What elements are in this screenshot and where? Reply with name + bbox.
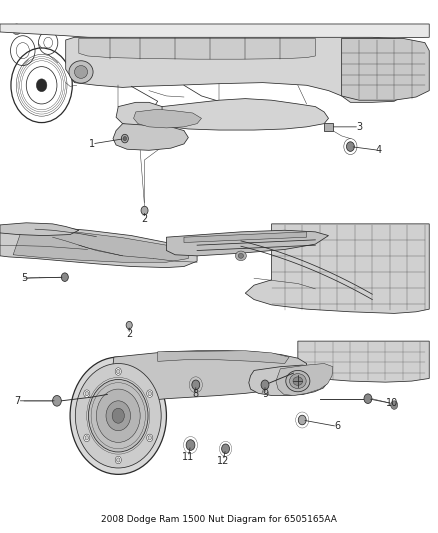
Circle shape xyxy=(147,434,153,441)
Text: 10: 10 xyxy=(386,399,398,408)
Circle shape xyxy=(147,390,153,398)
Polygon shape xyxy=(116,102,166,127)
Circle shape xyxy=(85,391,88,395)
Circle shape xyxy=(346,142,354,151)
Circle shape xyxy=(84,390,90,398)
Text: 3: 3 xyxy=(356,122,362,132)
Text: 1: 1 xyxy=(89,139,95,149)
Circle shape xyxy=(75,364,161,468)
Circle shape xyxy=(391,401,398,409)
Polygon shape xyxy=(342,38,429,100)
Circle shape xyxy=(85,436,88,440)
Polygon shape xyxy=(166,230,328,256)
Circle shape xyxy=(115,456,121,464)
Circle shape xyxy=(70,357,166,474)
Circle shape xyxy=(121,134,128,143)
Circle shape xyxy=(117,369,120,374)
Polygon shape xyxy=(110,351,307,406)
Circle shape xyxy=(115,368,121,375)
Polygon shape xyxy=(276,364,333,395)
Circle shape xyxy=(141,206,148,215)
Polygon shape xyxy=(245,224,429,313)
Circle shape xyxy=(88,379,148,452)
Circle shape xyxy=(36,79,47,92)
Circle shape xyxy=(261,380,269,390)
Ellipse shape xyxy=(69,61,93,83)
Polygon shape xyxy=(66,37,403,102)
Text: 2: 2 xyxy=(141,214,148,223)
Circle shape xyxy=(61,273,68,281)
Ellipse shape xyxy=(238,253,244,258)
Circle shape xyxy=(53,395,61,406)
Text: 11: 11 xyxy=(182,452,194,462)
Polygon shape xyxy=(184,232,307,243)
Ellipse shape xyxy=(286,370,310,392)
Circle shape xyxy=(126,321,132,329)
Text: 9: 9 xyxy=(262,390,268,399)
Circle shape xyxy=(192,380,200,390)
Circle shape xyxy=(186,440,195,450)
Polygon shape xyxy=(113,124,188,150)
Ellipse shape xyxy=(290,374,306,389)
Circle shape xyxy=(148,436,152,440)
Polygon shape xyxy=(0,225,197,268)
Text: 2: 2 xyxy=(126,329,132,339)
Text: 4: 4 xyxy=(376,146,382,155)
Circle shape xyxy=(112,408,124,423)
Polygon shape xyxy=(13,229,188,262)
Polygon shape xyxy=(249,365,328,395)
Text: 6: 6 xyxy=(334,422,340,431)
Polygon shape xyxy=(162,99,328,130)
Polygon shape xyxy=(79,38,315,59)
Polygon shape xyxy=(134,109,201,128)
Polygon shape xyxy=(298,341,429,382)
Text: 12: 12 xyxy=(217,456,230,465)
Ellipse shape xyxy=(236,251,246,261)
FancyBboxPatch shape xyxy=(324,123,333,131)
Ellipse shape xyxy=(74,66,88,78)
Text: 8: 8 xyxy=(193,390,199,399)
Polygon shape xyxy=(0,223,79,236)
Circle shape xyxy=(222,444,230,454)
Text: 5: 5 xyxy=(21,273,27,283)
Circle shape xyxy=(84,434,90,441)
Polygon shape xyxy=(158,351,289,364)
Ellipse shape xyxy=(293,377,303,385)
Circle shape xyxy=(123,136,127,141)
Text: 7: 7 xyxy=(14,396,21,406)
Circle shape xyxy=(148,391,152,395)
Polygon shape xyxy=(0,24,429,41)
Circle shape xyxy=(117,458,120,462)
Circle shape xyxy=(12,24,21,35)
Circle shape xyxy=(106,401,131,431)
Circle shape xyxy=(96,389,140,442)
Circle shape xyxy=(364,394,372,403)
Circle shape xyxy=(298,415,306,425)
Text: 2008 Dodge Ram 1500 Nut Diagram for 6505165AA: 2008 Dodge Ram 1500 Nut Diagram for 6505… xyxy=(101,515,337,524)
